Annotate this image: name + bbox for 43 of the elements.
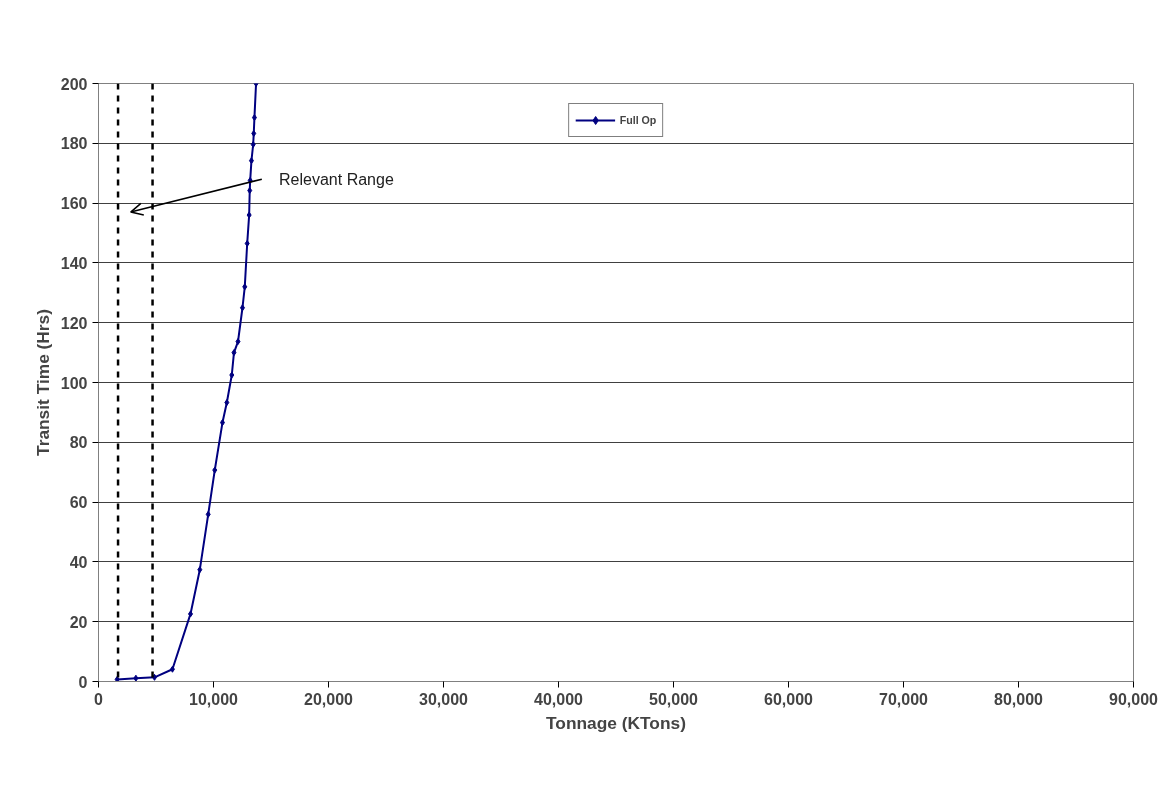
point	[247, 187, 253, 195]
x-tick-label: 60,000	[764, 690, 814, 708]
point	[197, 566, 203, 574]
y-axis-title: Transit Time (Hrs)	[32, 308, 53, 456]
point	[229, 371, 235, 379]
y-tick-label: 180	[60, 135, 88, 153]
legend-label: Full Op	[619, 114, 657, 126]
y-tick-label: 0	[78, 673, 88, 691]
point	[133, 674, 139, 682]
point	[251, 114, 257, 122]
point	[242, 283, 248, 291]
point	[244, 239, 250, 247]
x-tick-label: 30,000	[419, 690, 469, 708]
y-tick-label: 140	[60, 254, 88, 272]
y-tick-label: 60	[69, 494, 88, 512]
annotation: Relevant Range	[279, 170, 394, 188]
point	[250, 141, 256, 148]
x-tick-label: 20,000	[304, 690, 354, 708]
x-tick-label: 0	[94, 690, 104, 708]
y-tick-label: 200	[60, 75, 88, 93]
y-tick-label: 100	[60, 374, 88, 392]
point	[251, 129, 257, 137]
point	[169, 665, 175, 673]
point	[224, 399, 230, 407]
y-tick-label: 160	[60, 195, 88, 213]
x-tick-label: 80,000	[994, 690, 1044, 708]
y-tick-label: 20	[69, 613, 88, 631]
point	[239, 304, 245, 312]
y-tick-label: 120	[60, 314, 88, 332]
y-tick-label: 40	[69, 553, 88, 571]
x-axis-title: Tonnage (KTons)	[546, 712, 686, 733]
point	[248, 157, 254, 165]
x-tick-label: 10,000	[189, 690, 239, 708]
point	[231, 349, 237, 357]
point	[205, 510, 211, 518]
x-tick-label: 50,000	[649, 690, 699, 708]
x-tick-label: 70,000	[879, 690, 929, 708]
point	[235, 338, 241, 346]
point	[212, 466, 218, 474]
point	[114, 675, 120, 682]
y-tick-label: 80	[69, 434, 88, 452]
x-tick-label: 40,000	[534, 690, 584, 708]
x-tick-label: 90,000	[1109, 690, 1159, 708]
